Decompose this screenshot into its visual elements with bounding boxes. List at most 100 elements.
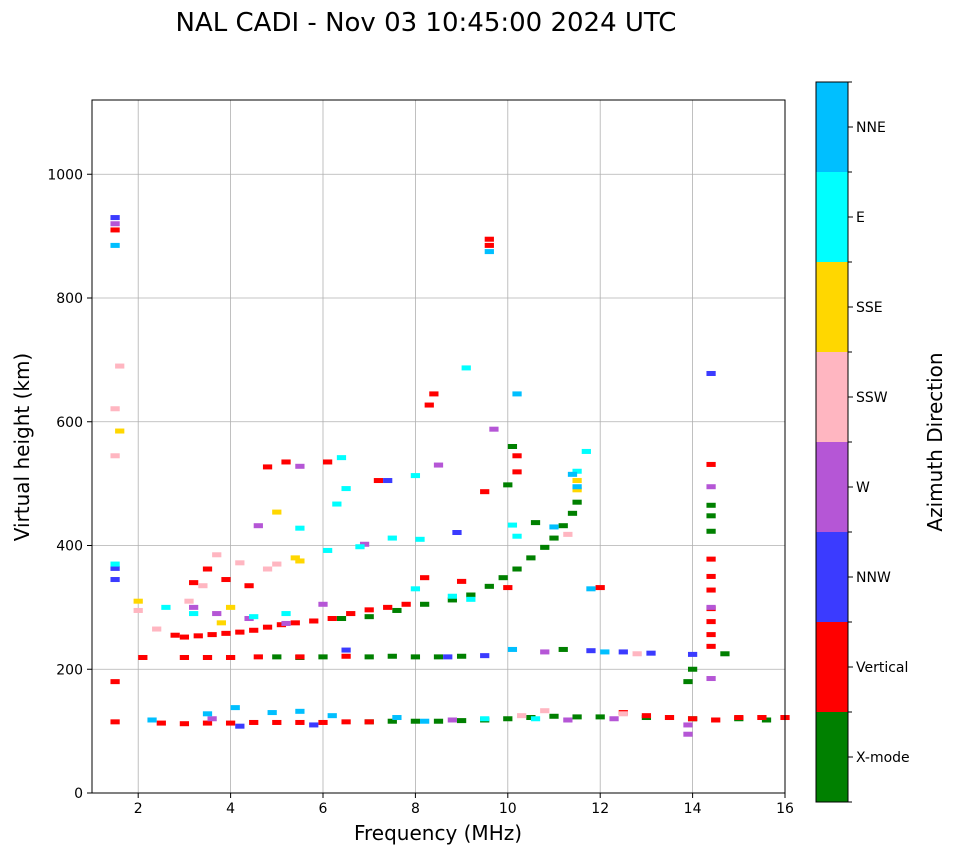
colorbar-label: Azimuth Direction [923, 352, 947, 531]
data-point [364, 607, 374, 613]
colorbar-segment [816, 532, 848, 622]
data-point [262, 624, 273, 630]
data-point [327, 713, 337, 719]
data-point [567, 510, 578, 516]
data-point [341, 719, 351, 725]
data-point [341, 647, 351, 653]
data-point [189, 580, 199, 586]
data-point [480, 489, 490, 495]
data-point [193, 633, 203, 639]
series-nne [110, 242, 610, 724]
data-point [253, 523, 263, 529]
data-point [355, 544, 365, 550]
data-point [235, 560, 245, 566]
data-point [147, 717, 157, 723]
data-point [706, 528, 716, 534]
data-point [586, 586, 596, 592]
data-point [632, 651, 642, 657]
data-point [484, 236, 494, 242]
data-point [618, 711, 628, 717]
data-point [600, 649, 610, 655]
data-point [290, 555, 300, 561]
data-point [480, 653, 490, 659]
data-point [249, 627, 259, 633]
data-point [549, 535, 559, 541]
data-point [517, 713, 527, 719]
data-point [225, 720, 236, 726]
data-point [318, 654, 328, 660]
data-point [466, 596, 476, 602]
data-point [456, 578, 467, 584]
axis-ticks: 2 4 6 8 10 12 14 16 0 200 400 600 800 1000 [47, 167, 794, 817]
data-point [110, 561, 120, 567]
plot-frame [91, 99, 786, 794]
series-w [110, 221, 716, 737]
x-tick-label: 8 [411, 801, 420, 817]
data-points [110, 215, 790, 737]
data-point [387, 535, 397, 541]
colorbar-segment [816, 622, 848, 712]
data-point [706, 513, 716, 519]
data-point [410, 718, 421, 724]
data-point [295, 525, 305, 531]
x-tick-label: 2 [134, 801, 143, 817]
colorbar-tick-label: Vertical [856, 660, 908, 676]
data-point [262, 566, 273, 572]
data-point [272, 719, 282, 725]
series-ssw [110, 363, 642, 719]
data-point [646, 650, 656, 656]
data-point [706, 643, 716, 649]
data-point [706, 632, 716, 638]
data-point [295, 558, 305, 564]
data-point [484, 242, 494, 248]
data-point [420, 718, 430, 724]
data-point [110, 215, 120, 221]
data-point [420, 575, 430, 581]
data-point [184, 598, 194, 604]
data-point [290, 620, 300, 626]
x-tick-label: 10 [499, 801, 517, 817]
data-point [272, 654, 282, 660]
data-point [447, 717, 457, 723]
data-point [447, 597, 457, 603]
data-point [133, 607, 143, 613]
y-tick-label: 600 [56, 415, 83, 431]
data-point [198, 583, 208, 589]
data-point [115, 363, 125, 369]
data-point [341, 653, 351, 659]
data-point [276, 622, 287, 628]
data-point [595, 714, 605, 720]
data-point [443, 654, 453, 660]
data-point [706, 604, 716, 610]
data-point [309, 722, 319, 728]
data-point [540, 544, 550, 550]
data-point [706, 676, 716, 682]
data-point [110, 565, 120, 571]
x-tick-label: 14 [684, 801, 702, 817]
data-point [507, 646, 518, 652]
data-point [318, 719, 328, 725]
colorbar: X-mode Vertical NNW W SSW SSE E NNE [815, 81, 910, 803]
data-point [221, 630, 231, 636]
data-point [295, 654, 305, 660]
data-point [687, 651, 698, 657]
data-point [456, 718, 467, 724]
data-point [706, 619, 716, 625]
data-point [757, 715, 767, 721]
data-point [327, 616, 337, 622]
data-point [563, 531, 573, 537]
data-point [683, 679, 693, 685]
data-point [549, 524, 559, 530]
data-point [540, 649, 550, 655]
colorbar-tick-label: NNW [856, 570, 891, 586]
data-point [503, 716, 513, 722]
data-point [512, 469, 522, 475]
data-point [295, 719, 305, 725]
y-tick-label: 400 [56, 539, 83, 555]
data-point [262, 464, 273, 470]
data-point [683, 731, 693, 737]
x-axis-label: Frequency (MHz) [354, 821, 522, 845]
data-point [706, 556, 716, 562]
data-point [235, 629, 245, 635]
data-point [420, 601, 430, 607]
